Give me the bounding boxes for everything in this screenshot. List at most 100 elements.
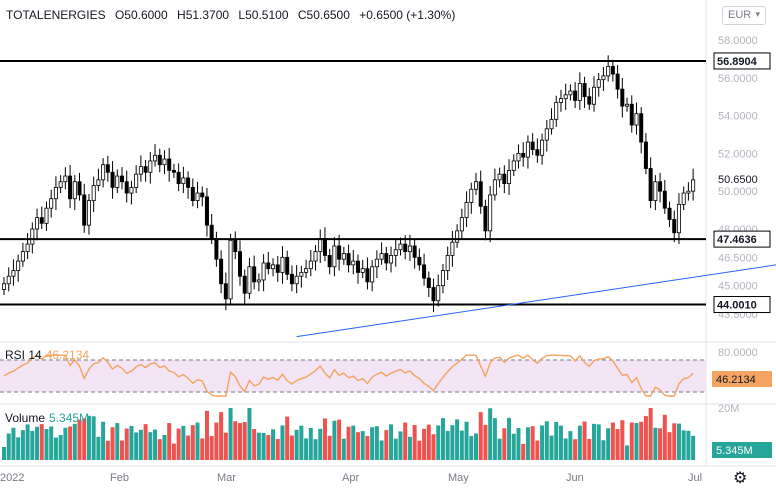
close-label: C (297, 8, 307, 22)
candle-up (256, 279, 261, 283)
volume-bar-up (181, 425, 186, 460)
volume-bar-up (2, 447, 6, 460)
volume-bar-up (492, 418, 497, 460)
volume-bar-up (25, 424, 30, 460)
currency-selector[interactable]: EUR ▾ (722, 6, 766, 25)
time-axis-label: Mar (217, 472, 236, 484)
candle-down (242, 275, 247, 294)
candle-up (138, 166, 143, 175)
candle-up (568, 90, 573, 96)
volume-bar-up (53, 437, 58, 460)
volume-bar-up (63, 427, 68, 460)
volume-bar-down (77, 419, 82, 460)
volume-bar-up (96, 436, 101, 460)
level-label-box (713, 52, 771, 70)
volume-bar-down (285, 416, 290, 460)
volume-bar-up (511, 433, 516, 460)
candle-down (214, 238, 219, 260)
volume-bar-up (445, 430, 450, 460)
volume-bar-up (681, 430, 686, 460)
candle-down (658, 181, 663, 192)
volume-bar-down (384, 430, 389, 460)
candle-down (365, 268, 370, 283)
gear-icon[interactable]: ⚙ (733, 470, 748, 487)
candle-up (308, 260, 313, 270)
candle-down (643, 141, 648, 169)
candle-up (25, 243, 30, 253)
candle-down (587, 96, 592, 105)
volume-bar-up (676, 423, 681, 460)
volume-bar-up (49, 426, 54, 460)
candle-up (686, 190, 691, 194)
volume-bar-down (82, 418, 87, 460)
time-axis-label: Jul (688, 472, 702, 484)
candle-down (233, 239, 238, 253)
candle-up (577, 83, 582, 101)
level-label-box (713, 230, 771, 248)
volume-bar-up (271, 429, 276, 460)
volume-bar-up (261, 432, 266, 460)
candle-down (157, 154, 162, 166)
candle-down (223, 283, 228, 300)
candle-down (285, 256, 290, 275)
candle-up (507, 169, 512, 185)
candle-up (445, 255, 450, 271)
volume-bar-up (228, 408, 233, 460)
candle-up (2, 283, 7, 290)
volume-legend: Volume 5.345M (5, 411, 89, 425)
time-axis-label: May (448, 472, 469, 484)
volume-bar-down (356, 432, 360, 460)
candle-down (204, 196, 209, 226)
candle-up (601, 75, 606, 81)
rsi-legend: RSI 14 46.2134 (5, 348, 89, 362)
candle-down (417, 256, 422, 266)
candle-up (525, 141, 530, 158)
volume-bar-down (662, 414, 667, 460)
candle-up (691, 179, 696, 192)
candle-up (332, 245, 337, 268)
volume-bar-down (582, 421, 587, 460)
candle-down (412, 245, 417, 258)
candle-up (16, 260, 21, 271)
volume-bar-up (436, 425, 441, 460)
candle-up (473, 181, 478, 190)
price-tick-label: 46.5000 (718, 252, 758, 264)
candle-up (374, 258, 379, 268)
volume-bar-down (219, 412, 224, 460)
candle-up (228, 239, 233, 300)
candle-up (261, 262, 266, 281)
candle-down (77, 181, 82, 196)
candle-down (252, 266, 257, 283)
volume-bar-down (186, 435, 191, 460)
candle-up (681, 192, 686, 205)
candle-up (544, 128, 549, 141)
candle-down (610, 66, 615, 75)
volume-bar-down (209, 436, 214, 460)
volume-bar-down (105, 440, 110, 460)
candle-down (672, 219, 677, 234)
candle-up (96, 179, 101, 186)
high-value: 51.3700 (185, 8, 230, 22)
candle-down (190, 186, 195, 202)
volume-bar-up (634, 423, 639, 460)
candle-down (327, 255, 332, 268)
open-label: O (114, 8, 125, 22)
volume-bar-down (327, 435, 332, 460)
volume-bar-up (606, 428, 611, 460)
volume-bar-up (91, 416, 96, 460)
volume-bar-down (629, 422, 634, 460)
volume-bar-up (11, 427, 16, 460)
candle-down (171, 169, 176, 173)
volume-bar-up (72, 423, 77, 460)
candle-up (162, 158, 167, 166)
volume-bar-down (223, 432, 228, 460)
volume-bar-down (417, 440, 422, 460)
volume-bar-down (521, 443, 526, 460)
volume-bar-up (148, 432, 153, 460)
candle-down (639, 113, 644, 143)
level-label: 56.8904 (717, 56, 758, 68)
candle-down (209, 224, 214, 239)
volume-bar-up (525, 427, 530, 460)
candle-down (384, 253, 389, 264)
